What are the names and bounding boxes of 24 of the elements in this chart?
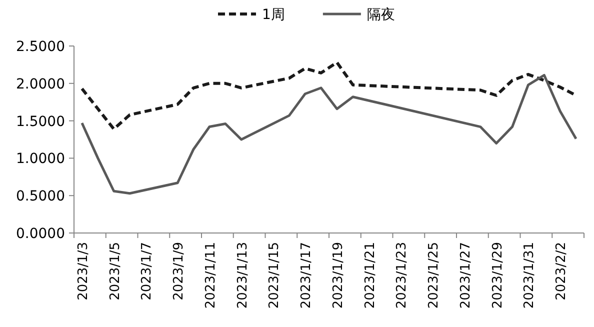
x-tick-label: 2023/1/19 [330,242,346,309]
x-tick-label: 2023/1/23 [394,242,410,309]
legend-label: 1周 [262,7,285,23]
x-tick-label: 2023/1/5 [108,242,123,300]
x-tick-label: 2023/1/9 [172,242,187,300]
x-tick-label: 2023/1/29 [490,242,506,309]
x-tick-label: 2023/1/11 [203,242,218,309]
y-tick-label: 0.5000 [16,188,65,205]
x-tick-label: 2023/1/25 [426,242,442,309]
x-tick-label: 2023/1/31 [522,242,538,309]
y-tick-label: 2.0000 [16,76,65,92]
x-tick-label: 2023/1/21 [362,242,378,309]
y-tick-label: 0.0000 [16,226,65,242]
y-tick-label: 2.5000 [16,39,65,55]
x-tick-label: 2023/1/27 [458,242,474,309]
x-tick-label: 2023/1/17 [299,242,314,309]
x-tick-label: 2023/1/15 [267,242,282,309]
x-tick-label: 2023/1/13 [235,242,250,309]
x-tick-label: 2023/2/2 [554,242,570,300]
legend-label: 隔夜 [366,7,395,23]
x-tick-label: 2023/1/3 [76,242,91,300]
y-tick-label: 1.0000 [16,151,65,168]
y-tick-label: 1.5000 [16,114,65,130]
x-tick-label: 2023/1/7 [140,242,155,300]
